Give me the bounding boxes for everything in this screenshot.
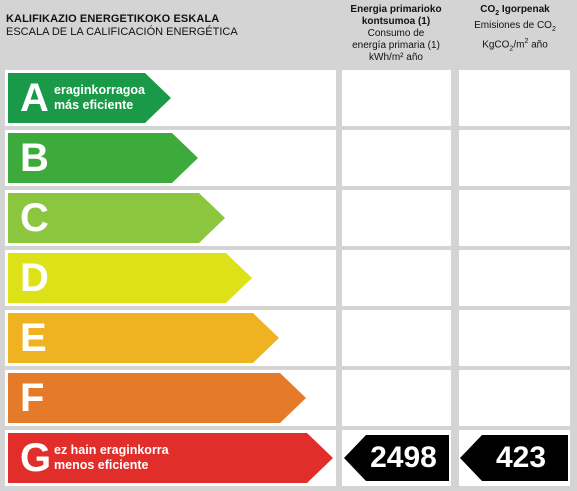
class-description-line2: menos eficiente (54, 458, 149, 472)
class-letter: B (20, 136, 49, 180)
class-arrow-c: C (8, 193, 225, 243)
co2-cell-b (459, 130, 570, 186)
scale-header: KALIFIKAZIO ENERGETIKOKO ESKALA ESCALA D… (0, 0, 336, 68)
co2-header-line1: CO2 Igorpenak (480, 4, 550, 17)
co2-cell-d (459, 250, 570, 306)
class-letter: E (20, 316, 47, 360)
energy-cell-a (342, 70, 451, 126)
energy-rating-tag-value: 2498 (370, 441, 437, 474)
co2-column-header: CO2 Igorpenak Emisiones de CO2 KgCO2/m2 … (456, 0, 574, 68)
co2-header-line2: Emisiones de CO2 (474, 20, 556, 33)
energy-header-line1: Energia primarioko (350, 4, 442, 15)
class-description-line2: más eficiente (54, 98, 134, 112)
energy-cell-e (342, 310, 451, 366)
energy-cell-d (342, 250, 451, 306)
class-arrow-f: F (8, 373, 306, 423)
co2-header-line3: KgCO2/m2 año (482, 38, 548, 53)
co2-rating-tag: 423 (460, 435, 568, 481)
energy-rating-tag: 2498 (344, 435, 449, 481)
co2-cell-f (459, 370, 570, 426)
co2-cell-a (459, 70, 570, 126)
energy-cell-b (342, 130, 451, 186)
class-description: ez hain eraginkorra menos eficiente (54, 443, 169, 473)
co2-cell-c (459, 190, 570, 246)
class-letter: D (20, 256, 49, 300)
energy-header-line4: energía primaria (1) (352, 40, 440, 51)
energy-cell-f (342, 370, 451, 426)
class-arrow-e: E (8, 313, 279, 363)
energy-column-header: Energia primarioko kontsumoa (1) Consumo… (341, 0, 451, 68)
co2-cell-e (459, 310, 570, 366)
class-letter: C (20, 196, 49, 240)
scale-title-eu: KALIFIKAZIO ENERGETIKOKO ESKALA (6, 13, 220, 25)
energy-header-line5: kWh/m² año (369, 52, 423, 63)
class-description-line1: ez hain eraginkorra (54, 443, 169, 457)
class-letter: F (20, 376, 45, 420)
class-letter: G (20, 436, 52, 480)
class-description: eraginkorragoa más eficiente (54, 83, 145, 113)
class-arrow-d: D (8, 253, 252, 303)
energy-header-line2: kontsumoa (1) (361, 16, 431, 27)
class-arrow-b: B (8, 133, 198, 183)
class-letter: A (20, 76, 49, 120)
energy-header-line3: Consumo de (367, 28, 425, 39)
scale-title-es: ESCALA DE LA CALIFICACIÓN ENERGÉTICA (6, 26, 238, 38)
co2-rating-tag-value: 423 (495, 441, 547, 474)
energy-cell-c (342, 190, 451, 246)
class-description-line1: eraginkorragoa (54, 83, 146, 97)
